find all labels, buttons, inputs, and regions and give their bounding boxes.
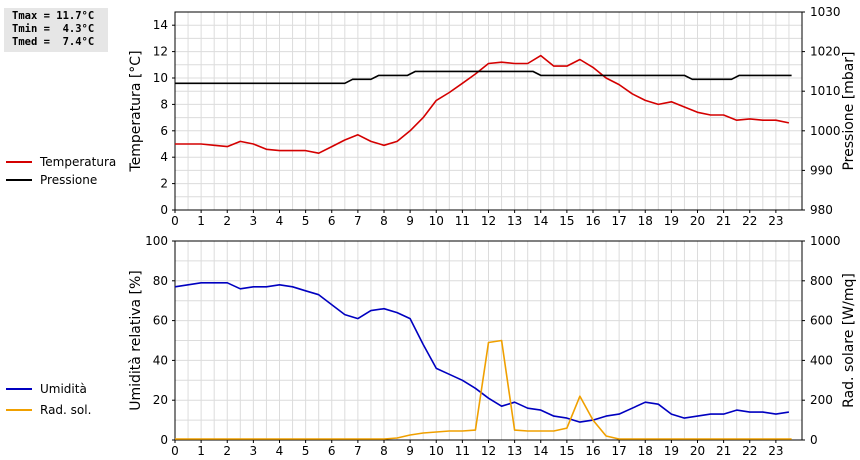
x-tick-label: 12: [481, 444, 496, 458]
y-tick-label-left: 6: [160, 124, 168, 138]
legend-swatch-rad-sol: [6, 409, 32, 411]
x-tick-label: 21: [716, 444, 731, 458]
y-tick-label-right: 1000: [810, 124, 841, 138]
series-line-pressione: [175, 70, 792, 85]
x-tick-label: 14: [533, 444, 548, 458]
y-tick-label-left: 80: [153, 274, 168, 288]
series-line-rad-sol: [175, 339, 792, 440]
x-tick-label: 23: [768, 444, 783, 458]
y-tick-label-left: 2: [160, 177, 168, 191]
x-tick-label: 3: [250, 444, 258, 458]
x-tick-label: 7: [354, 214, 362, 228]
x-tick-label: 20: [690, 214, 705, 228]
y-tick-label-left: 8: [160, 97, 168, 111]
y-tick-label-left: 20: [153, 393, 168, 407]
legend-item-rad-sol: Rad. sol.: [6, 403, 91, 417]
x-tick-label: 16: [585, 214, 600, 228]
x-tick-label: 1: [197, 214, 205, 228]
x-tick-label: 16: [585, 444, 600, 458]
x-tick-label: 9: [406, 214, 414, 228]
y-axis-label-left: Temperatura [°C]: [128, 50, 144, 172]
x-tick-label: 21: [716, 214, 731, 228]
legend-label-pressione: Pressione: [40, 173, 98, 187]
y-axis-label-left: Umidità relativa [%]: [128, 270, 144, 411]
y-tick-label-left: 0: [160, 433, 168, 447]
x-tick-label: 20: [690, 444, 705, 458]
legend-label-rad-sol: Rad. sol.: [40, 403, 92, 417]
x-tick-label: 19: [664, 444, 679, 458]
x-tick-label: 23: [768, 214, 783, 228]
y-tick-label-right: 600: [810, 314, 833, 328]
tmin-text: Tmin = 4.3°C: [12, 23, 95, 35]
y-tick-label-left: 0: [160, 203, 168, 217]
x-tick-label: 14: [533, 214, 548, 228]
x-tick-label: 6: [328, 214, 336, 228]
y-tick-label-left: 40: [153, 353, 168, 367]
x-tick-label: 13: [507, 214, 522, 228]
y-tick-label-left: 12: [153, 45, 168, 59]
x-tick-label: 4: [276, 214, 284, 228]
y-tick-label-left: 60: [153, 314, 168, 328]
x-tick-label: 18: [638, 214, 653, 228]
legend-swatch-umidita: [6, 388, 32, 390]
x-tick-label: 17: [611, 444, 626, 458]
x-tick-label: 12: [481, 214, 496, 228]
y-tick-label-right: 1030: [810, 5, 841, 19]
y-tick-label-right: 0: [810, 433, 818, 447]
x-tick-label: 2: [223, 444, 231, 458]
x-tick-label: 10: [429, 444, 444, 458]
x-tick-label: 0: [171, 444, 179, 458]
x-tick-label: 11: [455, 214, 470, 228]
y-tick-label-right: 980: [810, 203, 833, 217]
x-tick-label: 22: [742, 444, 757, 458]
legend-label-temperatura: Temperatura: [40, 155, 117, 169]
x-tick-label: 8: [380, 444, 388, 458]
x-tick-label: 8: [380, 214, 388, 228]
y-tick-label-right: 800: [810, 274, 833, 288]
x-tick-label: 13: [507, 444, 522, 458]
y-tick-label-right: 1020: [810, 45, 841, 59]
x-tick-label: 10: [429, 214, 444, 228]
legend-item-temperatura: Temperatura: [6, 155, 116, 169]
y-tick-label-right: 1000: [810, 234, 841, 248]
legend-item-umidita: Umidità: [6, 382, 87, 396]
legend-item-pressione: Pressione: [6, 173, 97, 187]
y-axis-label-right: Rad. solare [W/mq]: [841, 273, 857, 408]
y-tick-label-right: 200: [810, 393, 833, 407]
x-tick-label: 5: [302, 214, 310, 228]
x-tick-label: 9: [406, 444, 414, 458]
x-tick-label: 0: [171, 214, 179, 228]
legend-swatch-pressione: [6, 179, 32, 181]
y-tick-label-left: 14: [153, 18, 168, 32]
x-tick-label: 17: [611, 214, 626, 228]
x-tick-label: 15: [559, 214, 574, 228]
x-tick-label: 5: [302, 444, 310, 458]
x-tick-label: 22: [742, 214, 757, 228]
y-tick-label-left: 100: [145, 234, 168, 248]
tmax-text: Tmax = 11.7°C: [12, 10, 95, 22]
legend-label-umidita: Umidità: [40, 382, 87, 396]
y-tick-label-right: 1010: [810, 84, 841, 98]
series-line-umidit: [174, 281, 790, 423]
x-tick-label: 18: [638, 444, 653, 458]
x-tick-label: 11: [455, 444, 470, 458]
x-tick-label: 1: [197, 444, 205, 458]
tmed-text: Tmed = 7.4°C: [12, 36, 95, 48]
series-line-temperatura: [175, 54, 790, 154]
x-tick-label: 2: [223, 214, 231, 228]
x-tick-label: 15: [559, 444, 574, 458]
y-tick-label-left: 10: [153, 71, 168, 85]
legend-swatch-temperatura: [6, 161, 32, 163]
y-tick-label-right: 400: [810, 353, 833, 367]
y-tick-label-left: 4: [160, 150, 168, 164]
x-tick-label: 6: [328, 444, 336, 458]
x-tick-label: 7: [354, 444, 362, 458]
y-axis-label-right: Pressione [mbar]: [841, 51, 857, 170]
x-tick-label: 3: [250, 214, 258, 228]
stats-box: Tmax = 11.7°C Tmin = 4.3°C Tmed = 7.4°C: [4, 8, 108, 52]
x-tick-label: 4: [276, 444, 284, 458]
x-tick-label: 19: [664, 214, 679, 228]
y-tick-label-right: 990: [810, 163, 833, 177]
